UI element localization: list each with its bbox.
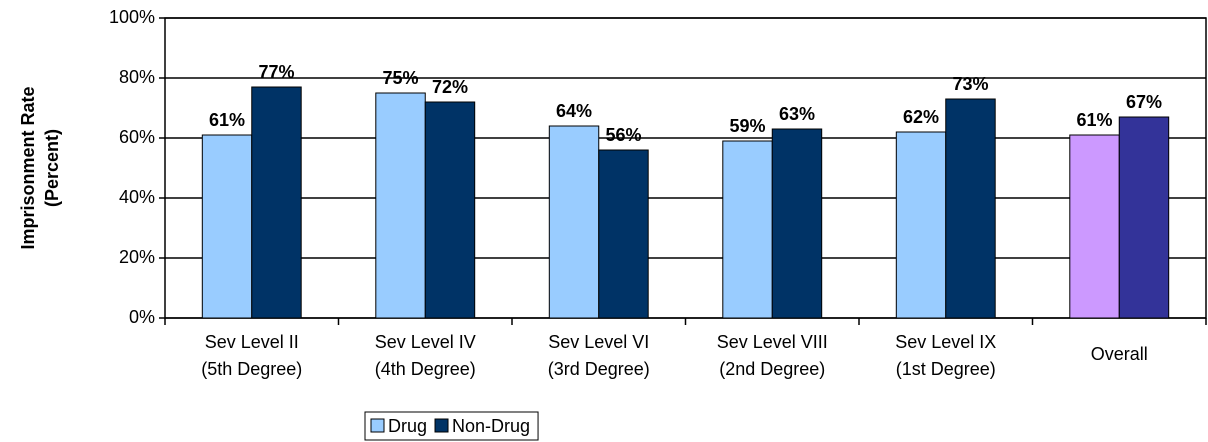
data-label: 62%	[903, 107, 939, 127]
x-tick-label-line: (3rd Degree)	[548, 359, 650, 379]
y-tick-label: 100%	[109, 7, 155, 27]
bar	[251, 86, 302, 319]
data-label: 61%	[1077, 110, 1113, 130]
x-tick-label-line: Sev Level II	[205, 332, 299, 352]
legend-swatch	[434, 418, 449, 433]
bar	[945, 98, 996, 319]
x-tick-label-line: (4th Degree)	[375, 359, 476, 379]
bar	[598, 149, 649, 319]
bar	[201, 134, 253, 319]
bar	[548, 125, 600, 319]
x-tick-label: Sev Level IV (4th Degree)	[375, 332, 476, 379]
legend-label: Non-Drug	[452, 416, 530, 436]
data-label: 73%	[952, 74, 988, 94]
x-tick-label-line: Sev Level VI	[548, 332, 649, 352]
y-tick-label: 0%	[129, 307, 155, 327]
x-tick-label-line: (5th Degree)	[201, 359, 302, 379]
bar	[375, 92, 426, 319]
y-tick-label: 40%	[119, 187, 155, 207]
y-tick-label: 20%	[119, 247, 155, 267]
data-label: 56%	[605, 125, 641, 145]
x-tick-label: Sev Level IX (1st Degree)	[895, 332, 996, 379]
data-label: 75%	[383, 68, 419, 88]
legend-frame	[364, 411, 539, 441]
x-tick-label: Sev Level VI (3rd Degree)	[548, 332, 650, 379]
bar	[424, 101, 476, 319]
data-label: 63%	[779, 104, 815, 124]
y-axis-label-line: Imprisonment Rate	[18, 86, 38, 249]
data-label: 61%	[209, 110, 245, 130]
bar	[1118, 116, 1170, 319]
data-label: 59%	[730, 116, 766, 136]
data-label: 72%	[432, 77, 468, 97]
data-label: 67%	[1126, 92, 1162, 112]
bar	[1069, 134, 1120, 319]
data-label: 77%	[258, 62, 294, 82]
x-tick-label: Overall	[1091, 344, 1148, 364]
bar	[722, 140, 773, 319]
x-tick-label-line: (1st Degree)	[896, 359, 996, 379]
x-tick-label-line: Overall	[1091, 344, 1148, 364]
legend: Drug Non-Drug	[364, 411, 539, 441]
x-tick-label: Sev Level II (5th Degree)	[201, 332, 302, 379]
x-tick-label: Sev Level VIII (2nd Degree)	[717, 332, 828, 379]
y-tick-label: 80%	[119, 67, 155, 87]
data-label: 64%	[556, 101, 592, 121]
bar	[771, 128, 823, 319]
y-axis-label-line: (Percent)	[42, 129, 62, 207]
x-tick-label-line: (2nd Degree)	[719, 359, 825, 379]
x-tick-label-line: Sev Level IX	[895, 332, 996, 352]
plot-frame	[164, 17, 1207, 319]
y-axis-label: Imprisonment Rate (Percent)	[18, 86, 62, 249]
legend-swatch	[370, 418, 385, 433]
x-tick-label-line: Sev Level IV	[375, 332, 476, 352]
x-tick-label-line: Sev Level VIII	[717, 332, 828, 352]
y-tick-label: 60%	[119, 127, 155, 147]
bar	[895, 131, 947, 319]
legend-label: Drug	[388, 416, 427, 436]
